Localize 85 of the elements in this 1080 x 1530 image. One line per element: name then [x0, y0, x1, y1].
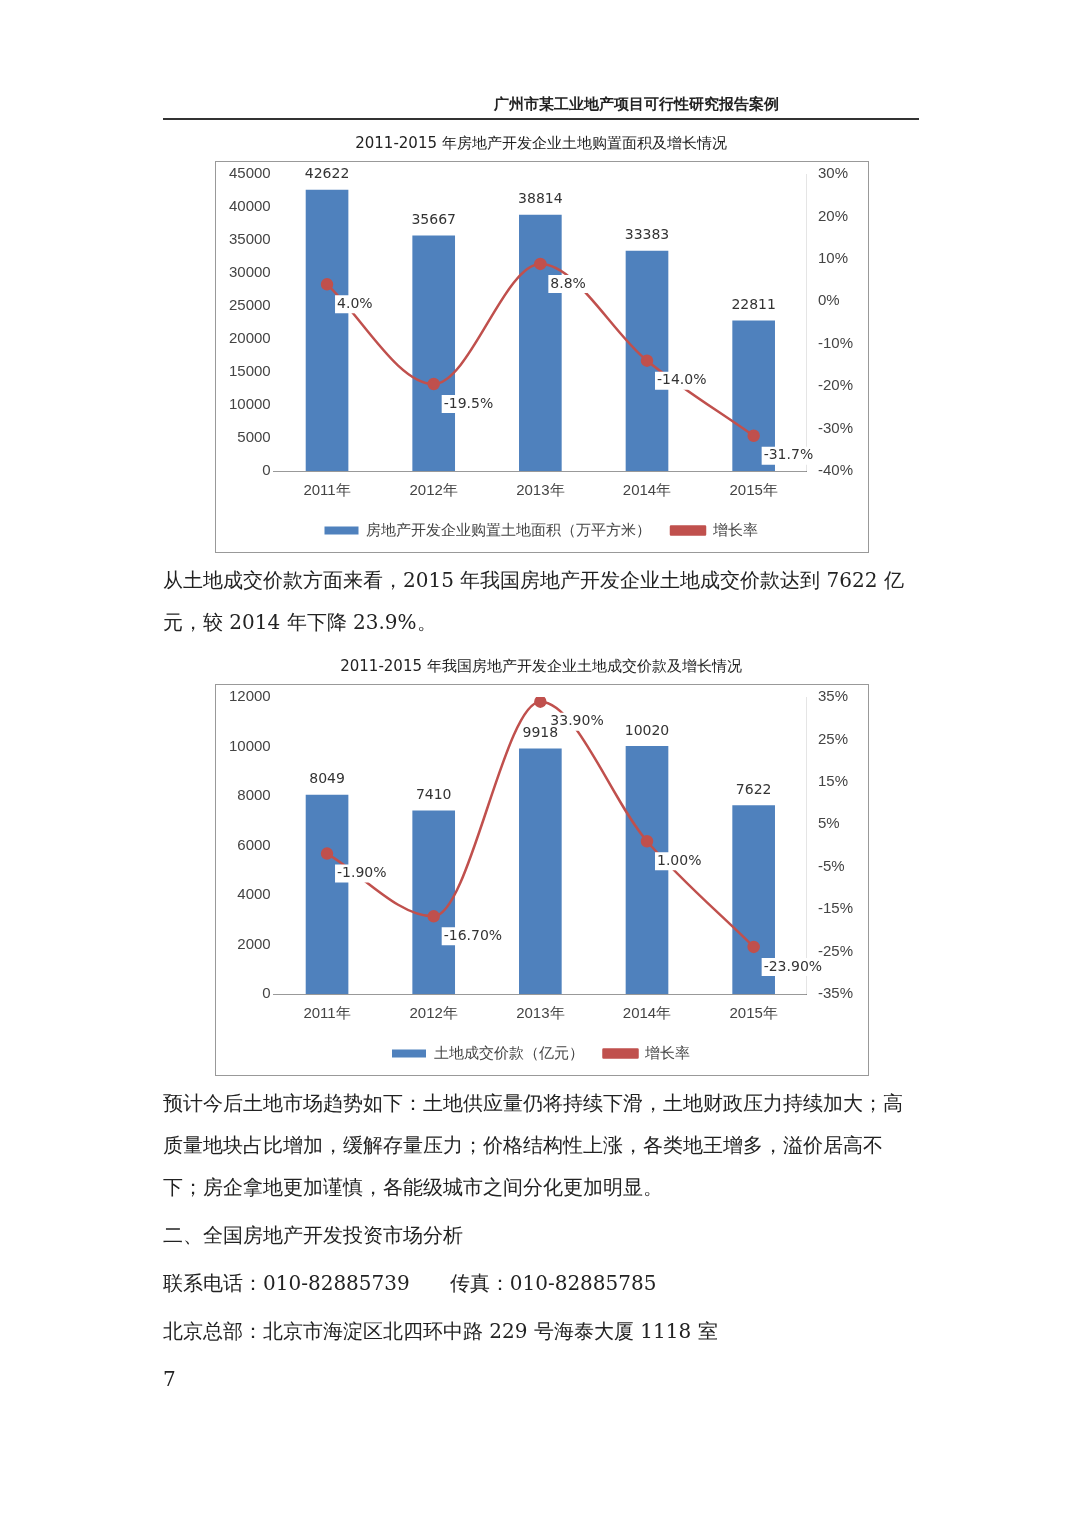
text: 二、全国房地产开发投资市场分析 — [163, 1222, 464, 1249]
y-tick-label: 12000 — [228, 687, 271, 705]
x-tick-label: 2015年 — [729, 481, 778, 499]
data-label: 4.0% — [337, 294, 373, 311]
data-label: 7622 — [735, 781, 772, 797]
y-tick-label: 20000 — [228, 329, 271, 347]
y2-tick-label: -35% — [817, 984, 854, 1002]
data-label: 10020 — [624, 721, 670, 738]
y-tick-label: 40000 — [228, 197, 271, 215]
legend-label: 土地成交价款（亿元） — [433, 1043, 584, 1061]
data-label: 33383 — [624, 226, 670, 243]
y2-tick-label: 35% — [817, 687, 849, 705]
y2-tick-label: 0% — [817, 291, 840, 309]
y-tick-label: 4000 — [237, 885, 271, 903]
x-tick-label: 2013年 — [516, 481, 565, 499]
y2-tick-label: 25% — [817, 729, 849, 747]
x-tick-label: 2014年 — [622, 1004, 672, 1022]
text: 联系电话：010-82885739 传真：010-82885785 — [163, 1270, 658, 1297]
y2-tick-label: 30% — [817, 164, 849, 182]
data-label: -23.90% — [763, 957, 823, 974]
bar — [519, 748, 562, 994]
y-tick-label: 25000 — [228, 296, 271, 314]
x-tick-label: 2015年 — [729, 1004, 778, 1022]
y2-tick-label: -40% — [817, 461, 854, 479]
x-tick-label: 2012年 — [409, 481, 458, 499]
x-tick-label: 2011年 — [303, 1004, 351, 1022]
point — [320, 847, 334, 860]
point — [427, 377, 440, 391]
data-label: 1.00% — [657, 851, 702, 868]
y-tick-label: 5000 — [237, 428, 271, 446]
y2-tick-label: 15% — [817, 772, 849, 789]
data-label: 7410 — [415, 786, 452, 803]
y-tick-label: 8000 — [237, 786, 271, 804]
legend-label: 增长率 — [644, 1043, 690, 1061]
legend-label: 房地产开发企业购置土地面积（万平方米） — [366, 520, 651, 538]
chart-title: 2011-2015 年我国房地产开发企业土地成交价款及增长情况 — [339, 657, 743, 676]
point — [747, 940, 760, 954]
data-label: 22811 — [731, 296, 776, 313]
point — [534, 257, 547, 271]
data-label: -16.70% — [443, 927, 503, 943]
legend-label: 增长率 — [711, 520, 758, 538]
point — [534, 697, 547, 708]
y-tick-label: 35000 — [228, 230, 271, 248]
y-tick-label: 10000 — [228, 736, 271, 754]
x-tick-label: 2012年 — [409, 1004, 458, 1022]
data-label: -19.5% — [443, 394, 494, 411]
y2-tick-label: -30% — [817, 418, 854, 436]
y-tick-label: 6000 — [237, 835, 271, 853]
x-tick-label: 2013年 — [516, 1004, 565, 1022]
y2-tick-label: -15% — [817, 899, 854, 917]
point — [747, 429, 760, 443]
text: 预计今后土地市场趋势如下：土地供应量仍将持续下滑，土地财政压力持续加大；高质量地块占比增加，缓解存量压力；价格结构性上涨，各类地王增多，溢价居高不下；房企拿地更加谨慎，各能级城市之间分化更加明显。 — [163, 1090, 904, 1201]
chart-title: 2011-2015 年房地产开发企业土地购置面积及增长情况 — [354, 134, 728, 153]
y-tick-label: 0 — [262, 461, 271, 479]
data-label: -31.7% — [763, 446, 814, 463]
data-label: 8049 — [309, 770, 345, 787]
y-tick-label: 30000 — [228, 263, 271, 281]
y2-tick-label: -5% — [817, 856, 845, 874]
data-label: 42622 — [304, 165, 350, 182]
text: 广州市某工业地产项目可行性研究报告案例 — [163, 95, 919, 120]
data-label: -1.90% — [337, 864, 387, 881]
x-tick-label: 2011年 — [303, 481, 351, 499]
y-tick-label: 45000 — [228, 164, 271, 182]
text: 7 — [163, 1366, 177, 1393]
data-label: 38814 — [518, 190, 563, 207]
y2-tick-label: 10% — [817, 249, 849, 266]
x-tick-label: 2014年 — [622, 481, 672, 499]
y2-tick-label: 20% — [817, 206, 849, 224]
y-tick-label: 10000 — [228, 395, 271, 413]
y-tick-label: 2000 — [237, 934, 271, 952]
point — [320, 278, 334, 291]
data-label: 8.8% — [550, 274, 586, 291]
y-tick-label: 0 — [262, 984, 271, 1002]
data-label: 35667 — [411, 211, 456, 228]
point — [640, 835, 654, 848]
point — [427, 910, 440, 923]
y2-tick-label: 5% — [817, 814, 840, 832]
point — [640, 354, 654, 367]
y2-tick-label: -20% — [817, 376, 854, 394]
text: 从土地成交价款方面来看，2015 年我国房地产开发企业土地成交价款达到 7622 亿元，较 2014 年下降 23.9%。 — [163, 567, 905, 636]
text: 北京总部：北京市海淀区北四环中路 229 号海泰大厦 1118 室 — [163, 1318, 719, 1345]
y-tick-label: 15000 — [228, 362, 271, 380]
data-label: -14.0% — [657, 371, 707, 388]
y2-tick-label: -10% — [817, 333, 854, 351]
y2-tick-label: -25% — [817, 941, 854, 959]
